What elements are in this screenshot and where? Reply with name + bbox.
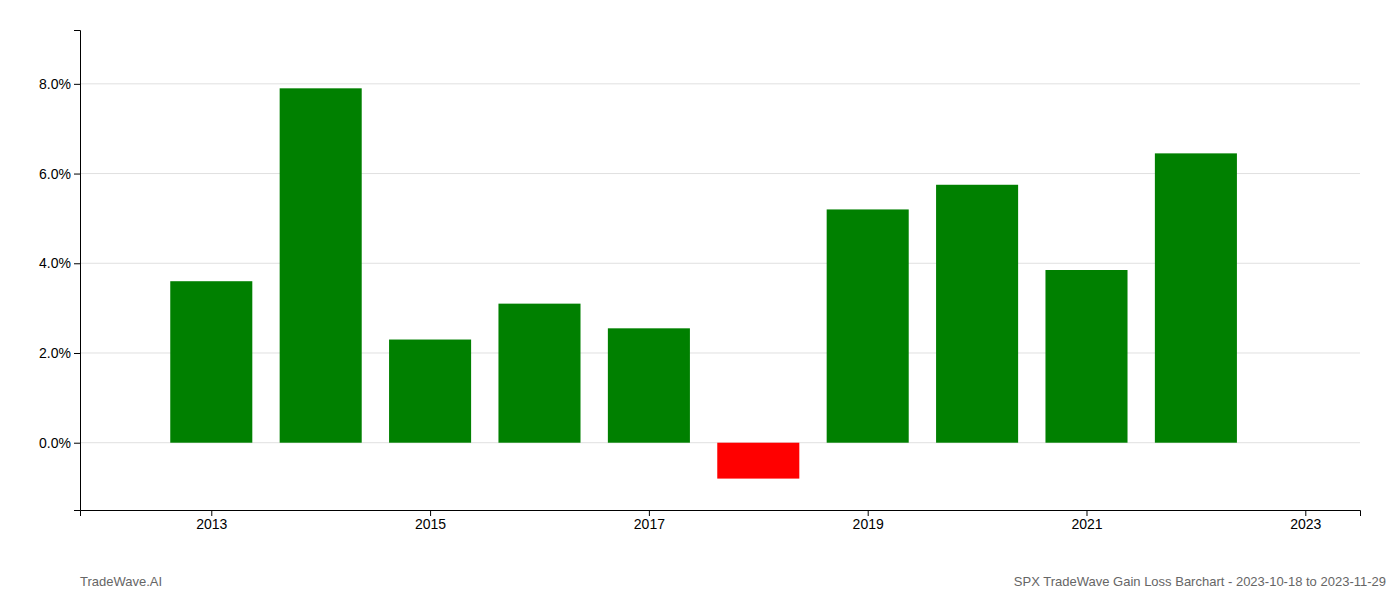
footer-left: TradeWave.AI <box>80 574 162 589</box>
x-axis: 2013 2015 2017 2019 2021 2023 <box>81 510 1361 532</box>
y-tick: 0.0% <box>39 435 80 451</box>
y-tick-label: 2.0% <box>39 345 71 361</box>
bar <box>717 443 799 479</box>
footer-right: SPX TradeWave Gain Loss Barchart - 2023-… <box>1014 574 1386 589</box>
x-tick: 2023 <box>1290 510 1321 532</box>
bar <box>498 304 580 443</box>
grid <box>80 84 1360 443</box>
y-tick: 4.0% <box>39 255 80 271</box>
x-axis-line <box>81 511 1361 517</box>
y-tick-mark <box>74 84 80 85</box>
y-tick-label: 4.0% <box>39 255 71 271</box>
x-tick: 2013 <box>196 510 227 532</box>
y-tick: 2.0% <box>39 345 80 361</box>
bar <box>280 88 362 442</box>
y-tick-mark <box>74 174 80 175</box>
bar <box>1045 270 1127 443</box>
y-axis-line <box>74 31 81 511</box>
x-tick: 2019 <box>853 510 884 532</box>
x-tick-label: 2017 <box>634 516 665 532</box>
y-tick-label: 8.0% <box>39 76 71 92</box>
y-tick: 6.0% <box>39 166 80 182</box>
y-axis: 0.0% 2.0% 4.0% 6.0% 8.0% <box>39 31 80 511</box>
x-tick-label: 2021 <box>1071 516 1102 532</box>
chart: 0.0% 2.0% 4.0% 6.0% 8.0% 2013 2015 2017 2019 2021… <box>0 0 1400 600</box>
x-tick-label: 2019 <box>853 516 884 532</box>
y-tick: 8.0% <box>39 76 80 92</box>
y-tick-mark <box>74 443 80 444</box>
bar <box>608 328 690 442</box>
bar <box>936 185 1018 443</box>
x-tick-label: 2015 <box>415 516 446 532</box>
y-tick-label: 6.0% <box>39 166 71 182</box>
y-tick-mark <box>74 353 80 354</box>
x-tick: 2015 <box>415 510 446 532</box>
y-tick-mark <box>74 263 80 264</box>
x-tick: 2017 <box>634 510 665 532</box>
bar <box>170 281 252 442</box>
x-tick-label: 2013 <box>196 516 227 532</box>
x-tick: 2021 <box>1071 510 1102 532</box>
bar <box>1155 153 1237 442</box>
bar <box>389 340 471 443</box>
grid-line <box>80 83 1360 84</box>
bar <box>827 209 909 442</box>
plot: 0.0% 2.0% 4.0% 6.0% 8.0% 2013 2015 2017 2019 2021… <box>39 31 1360 532</box>
y-tick-label: 0.0% <box>39 435 71 451</box>
x-tick-label: 2023 <box>1290 516 1321 532</box>
bars <box>170 88 1237 478</box>
